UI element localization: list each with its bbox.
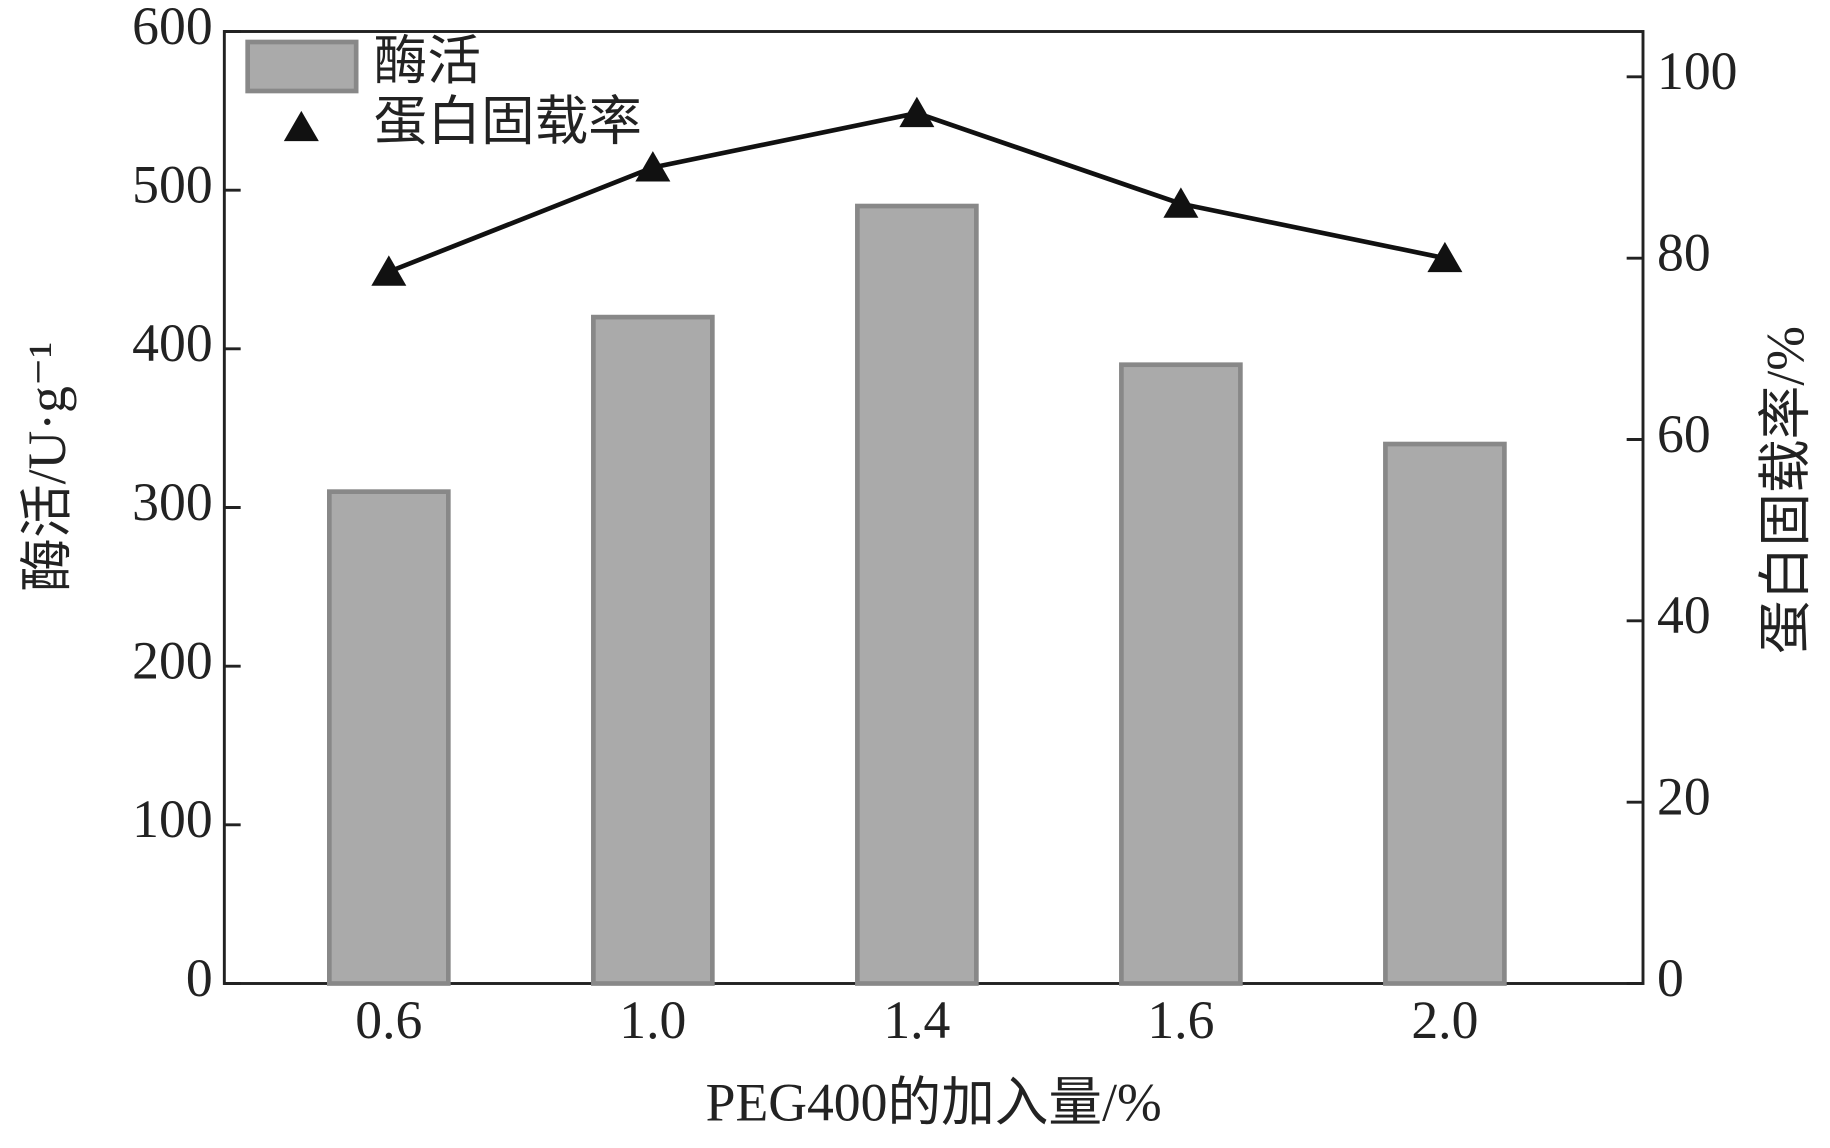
y-tick-label: 200 [132, 630, 212, 690]
legend-swatch [245, 39, 359, 94]
x-tick-label: 1.0 [619, 990, 686, 1050]
x-tick-label: 0.6 [355, 990, 422, 1050]
y-tick-label: 100 [132, 789, 212, 849]
y2-tick-label: 80 [1657, 222, 1711, 282]
bar [1119, 362, 1243, 986]
y-tick-label: 500 [132, 154, 212, 214]
x-tick-label: 1.4 [883, 990, 950, 1050]
y2-tick-label: 60 [1657, 404, 1711, 464]
legend-label: 酶活 [374, 31, 481, 91]
marker [635, 151, 671, 182]
x-tick-label: 1.6 [1147, 990, 1214, 1050]
y-tick-label: 300 [132, 472, 212, 532]
marker [371, 255, 407, 286]
y2-tick-label: 0 [1657, 948, 1684, 1008]
y2-tick-label: 20 [1657, 766, 1711, 826]
y-tick-label: 600 [132, 0, 212, 56]
y2-axis-label: 蛋白固载率/% [1755, 326, 1815, 654]
bar [1383, 441, 1507, 986]
bar [591, 314, 715, 986]
bar [327, 489, 451, 986]
y2-tick-label: 40 [1657, 585, 1711, 645]
y-tick-label: 400 [132, 313, 212, 373]
marker [1163, 187, 1199, 218]
y-axis-label: 酶活/U·g⁻¹ [17, 342, 77, 592]
y2-tick-label: 100 [1657, 41, 1737, 101]
x-axis-label: PEG400的加入量/% [706, 1073, 1162, 1133]
marker [1427, 241, 1463, 273]
legend-swatch [283, 110, 319, 142]
bar [855, 203, 979, 986]
marker [899, 96, 935, 128]
y-tick-label: 0 [186, 948, 213, 1008]
legend-label: 蛋白固载率 [374, 91, 642, 151]
x-tick-label: 2.0 [1411, 990, 1478, 1050]
